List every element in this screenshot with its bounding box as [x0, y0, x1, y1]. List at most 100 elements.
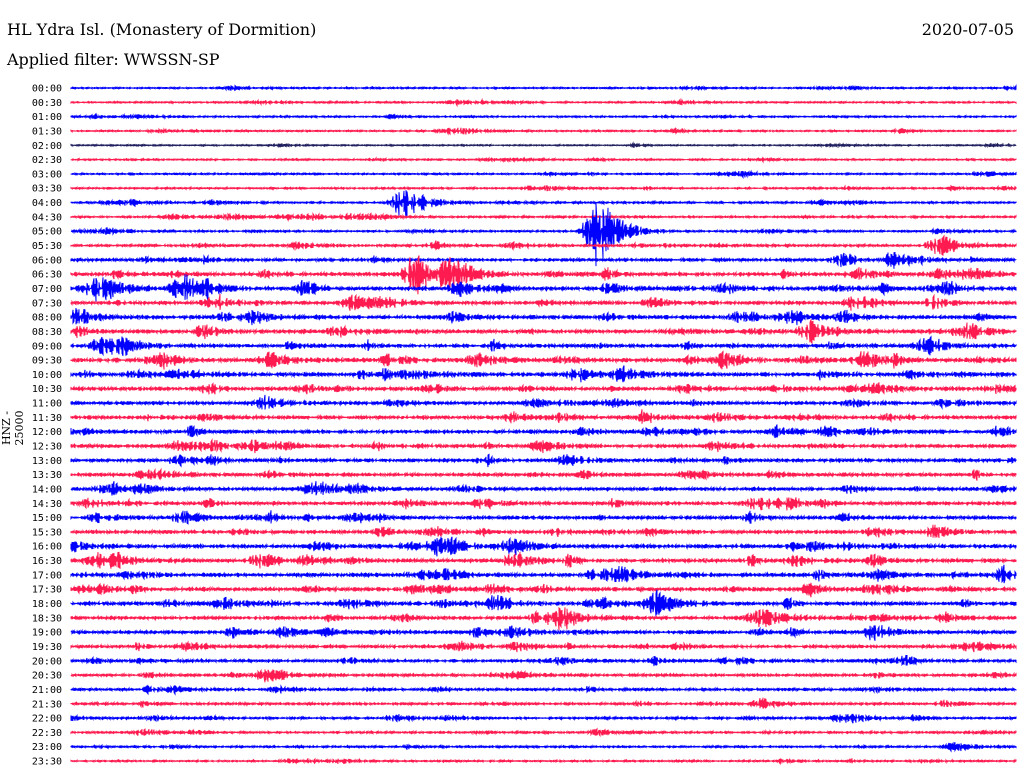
trace-row-1230 — [70, 438, 1017, 454]
row-time-label: 14:00 — [32, 484, 62, 495]
trace-row-1530 — [70, 524, 1017, 539]
trace-row-0700 — [70, 274, 1017, 302]
trace-row-1800 — [70, 589, 1017, 617]
row-time-label: 13:00 — [32, 456, 62, 467]
trace-row-0230 — [70, 156, 1017, 164]
row-time-label: 22:30 — [32, 728, 62, 739]
station-title: HL Ydra Isl. (Monastery of Dormition) — [7, 20, 317, 39]
trace-row-2300 — [70, 741, 1017, 753]
row-time-label: 11:30 — [32, 413, 62, 424]
trace-row-1930 — [70, 640, 1017, 653]
row-time-label: 05:00 — [32, 227, 62, 238]
row-time-label: 08:00 — [32, 313, 62, 324]
row-time-label: 20:30 — [32, 671, 62, 682]
trace-row-2000 — [70, 654, 1017, 667]
trace-row-0800 — [70, 307, 1017, 326]
row-time-label: 02:30 — [32, 155, 62, 166]
filter-label: Applied filter: WWSSN-SP — [7, 50, 220, 69]
trace-row-1700 — [70, 564, 1017, 584]
row-time-label: 16:30 — [32, 556, 62, 567]
trace-row-1000 — [70, 365, 1017, 383]
row-time-label: 17:00 — [32, 570, 62, 581]
trace-row-0030 — [70, 97, 1017, 108]
trace-row-0130 — [70, 127, 1017, 136]
trace-row-0600 — [70, 252, 1017, 269]
row-time-label: 19:00 — [32, 628, 62, 639]
trace-row-1130 — [70, 409, 1017, 424]
row-time-label: 03:00 — [32, 169, 62, 180]
row-time-label: 15:30 — [32, 527, 62, 538]
row-time-label: 00:30 — [32, 98, 62, 109]
trace-row-0830 — [70, 319, 1017, 344]
row-time-label: 15:00 — [32, 513, 62, 524]
trace-row-0200 — [70, 141, 1017, 149]
row-time-label: 22:00 — [32, 714, 62, 725]
row-time-label: 20:00 — [32, 656, 62, 667]
trace-row-2030 — [70, 668, 1017, 683]
trace-row-1330 — [70, 467, 1017, 481]
trace-row-2230 — [70, 727, 1017, 738]
trace-row-0100 — [70, 112, 1017, 120]
trace-row-0730 — [70, 293, 1017, 311]
trace-row-1430 — [70, 497, 1017, 511]
row-time-label: 07:30 — [32, 298, 62, 309]
trace-row-2330 — [70, 757, 1017, 766]
row-time-label: 16:00 — [32, 542, 62, 553]
row-time-label: 19:30 — [32, 642, 62, 653]
row-time-label: 18:00 — [32, 599, 62, 610]
row-time-label: 14:30 — [32, 499, 62, 510]
row-time-label: 11:00 — [32, 399, 62, 410]
trace-row-2130 — [70, 697, 1017, 709]
trace-row-0630 — [70, 255, 1017, 295]
row-time-label: 17:30 — [32, 585, 62, 596]
row-time-label: 02:00 — [32, 141, 62, 152]
row-time-label: 23:30 — [32, 757, 62, 768]
trace-row-2100 — [70, 684, 1017, 696]
row-time-label: 04:00 — [32, 198, 62, 209]
trace-row-0900 — [70, 335, 1017, 357]
trace-row-1900 — [70, 624, 1017, 641]
trace-row-1600 — [70, 536, 1017, 557]
trace-row-0400 — [70, 190, 1017, 219]
date-label: 2020-07-05 — [921, 20, 1014, 39]
row-time-label: 00:00 — [32, 84, 62, 95]
row-time-label: 06:30 — [32, 270, 62, 281]
row-time-label: 18:30 — [32, 613, 62, 624]
trace-row-0430 — [70, 212, 1017, 223]
row-time-label: 07:00 — [32, 284, 62, 295]
row-time-label: 09:00 — [32, 341, 62, 352]
trace-row-1500 — [70, 510, 1017, 525]
trace-row-1400 — [70, 481, 1017, 496]
trace-row-1030 — [70, 382, 1017, 395]
trace-row-1200 — [70, 424, 1017, 439]
trace-row-1630 — [70, 551, 1017, 569]
trace-row-1730 — [70, 582, 1017, 598]
row-time-label: 06:00 — [32, 255, 62, 266]
row-time-label: 23:00 — [32, 742, 62, 753]
row-time-label: 21:30 — [32, 699, 62, 710]
trace-row-2200 — [70, 713, 1017, 724]
trace-row-0530 — [70, 234, 1017, 256]
row-time-label: 05:30 — [32, 241, 62, 252]
trace-row-1830 — [70, 606, 1017, 631]
row-time-label: 03:30 — [32, 184, 62, 195]
row-time-label: 04:30 — [32, 212, 62, 223]
trace-row-0500 — [70, 203, 1017, 267]
trace-row-1300 — [70, 453, 1017, 468]
row-time-label: 01:00 — [32, 112, 62, 123]
trace-row-0330 — [70, 184, 1017, 192]
row-time-label: 13:30 — [32, 470, 62, 481]
trace-row-1100 — [70, 394, 1017, 410]
row-time-label: 10:30 — [32, 384, 62, 395]
row-time-label: 10:00 — [32, 370, 62, 381]
row-time-label: 12:00 — [32, 427, 62, 438]
row-time-label: 01:30 — [32, 126, 62, 137]
row-time-label: 09:30 — [32, 356, 62, 367]
trace-row-0930 — [70, 350, 1017, 370]
trace-row-0000 — [70, 84, 1017, 92]
row-time-label: 12:30 — [32, 442, 62, 453]
row-time-label: 08:30 — [32, 327, 62, 338]
row-time-label: 21:00 — [32, 685, 62, 696]
